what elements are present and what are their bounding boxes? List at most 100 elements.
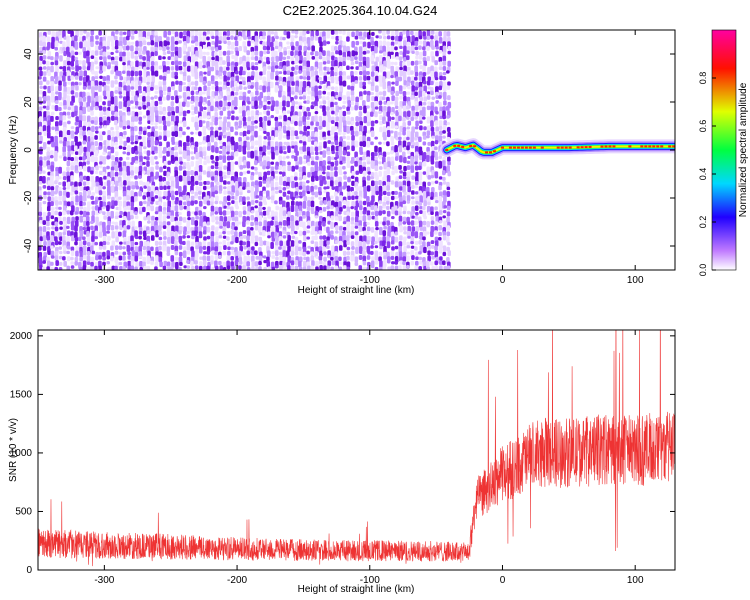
heatmap-cell [191,235,195,240]
heatmap-cell [215,226,219,232]
heatmap-cell [383,120,387,124]
heatmap-cell [374,241,378,245]
heatmap-cell [306,230,311,234]
heatmap-cell [66,166,70,172]
heatmap-cell [306,86,310,92]
heatmap-cell [262,230,266,237]
heatmap-cell [391,170,395,176]
heatmap-cell [86,205,91,212]
heatmap-cell [374,96,378,102]
heatmap-cell [242,235,247,239]
x-tick-label: -100 [360,275,380,286]
heatmap-cell [446,181,450,188]
heatmap-cell [142,230,147,238]
heatmap-cell [210,105,214,112]
heatmap-cell [390,101,394,105]
heatmap-cell [243,176,247,183]
heatmap-cell [346,251,351,256]
heatmap-cell [315,155,319,161]
heatmap-cell [430,196,434,200]
heatmap-cell [442,251,447,257]
heatmap-cell [282,245,286,252]
heatmap-cell [282,235,287,239]
heatmap-cell [246,30,251,38]
heatmap-cell [122,266,126,270]
heatmap-cell [242,116,247,122]
heatmap-cell [126,195,130,201]
heatmap-cell [74,261,79,266]
signal-peak-mark [485,151,489,154]
heatmap-cell [67,51,71,59]
heatmap-cell [255,266,259,270]
heatmap-cell [110,126,114,131]
heatmap-cell [355,30,360,37]
heatmap-cell [123,241,127,245]
heatmap-cell [146,265,151,270]
heatmap-cell [282,100,286,107]
heatmap-cell [286,31,291,39]
heatmap-cell [438,120,443,127]
heatmap-cell [402,30,406,35]
heatmap-cell [102,211,106,216]
heatmap-cell [83,40,87,48]
heatmap-cell [158,190,162,197]
heatmap-cell [446,225,451,231]
heatmap-cell [163,260,168,267]
colorbar-tick-label: 0.6 [698,120,708,133]
heatmap-cell [439,115,443,119]
heatmap-cell [263,110,267,115]
heatmap-cell [330,35,335,40]
heatmap-cell [382,126,387,134]
heatmap-cell [254,235,259,243]
heatmap-cell [391,246,395,251]
heatmap-cell [134,191,138,198]
heatmap-cell [295,150,299,156]
heatmap-cell [83,220,87,227]
heatmap-cell [214,130,219,138]
heatmap-cell [46,266,50,270]
heatmap-cell [403,156,407,164]
heatmap-cell [258,221,263,227]
heatmap-cell [62,210,66,216]
heatmap-cell [366,221,370,226]
heatmap-cell [82,165,87,172]
heatmap-cell [235,86,239,92]
heatmap-cell [262,35,266,40]
heatmap-cell [263,105,267,111]
heatmap-cell [182,250,187,259]
heatmap-cell [190,170,194,176]
heatmap-cell [75,216,79,221]
heatmap-cell [98,255,102,260]
heatmap-cell [79,251,84,258]
heatmap-cell [122,61,126,66]
heatmap-cell [335,196,339,202]
colorbar-ticks: 0.00.20.40.60.8 [698,72,716,276]
heatmap-cell [98,30,102,36]
heatmap-cell [62,171,67,177]
heatmap-cell [238,145,242,153]
heatmap-cell [366,90,371,96]
heatmap-cell [118,110,123,117]
heatmap-cell [110,205,115,210]
heatmap-cell [343,210,347,215]
heatmap-cell [399,125,404,133]
heatmap-cell [38,165,43,173]
heatmap-cell [126,111,131,116]
heatmap-cell [426,35,431,41]
heatmap-cell [254,61,259,66]
heatmap-cell [246,240,251,248]
heatmap-cell [147,196,152,203]
heatmap-cell [447,250,451,257]
heatmap-cell [323,190,328,194]
heatmap-cell [114,200,118,206]
heatmap-cell [322,31,326,38]
heatmap-cell [406,245,411,249]
heatmap-cell [170,45,175,52]
heatmap-cell [178,171,182,175]
heatmap-cell [290,130,295,137]
heatmap-cell [347,50,351,58]
heatmap-cell [114,136,118,144]
heatmap-cell [362,140,367,148]
heatmap-cell [402,151,406,158]
heatmap-cell [74,121,79,126]
